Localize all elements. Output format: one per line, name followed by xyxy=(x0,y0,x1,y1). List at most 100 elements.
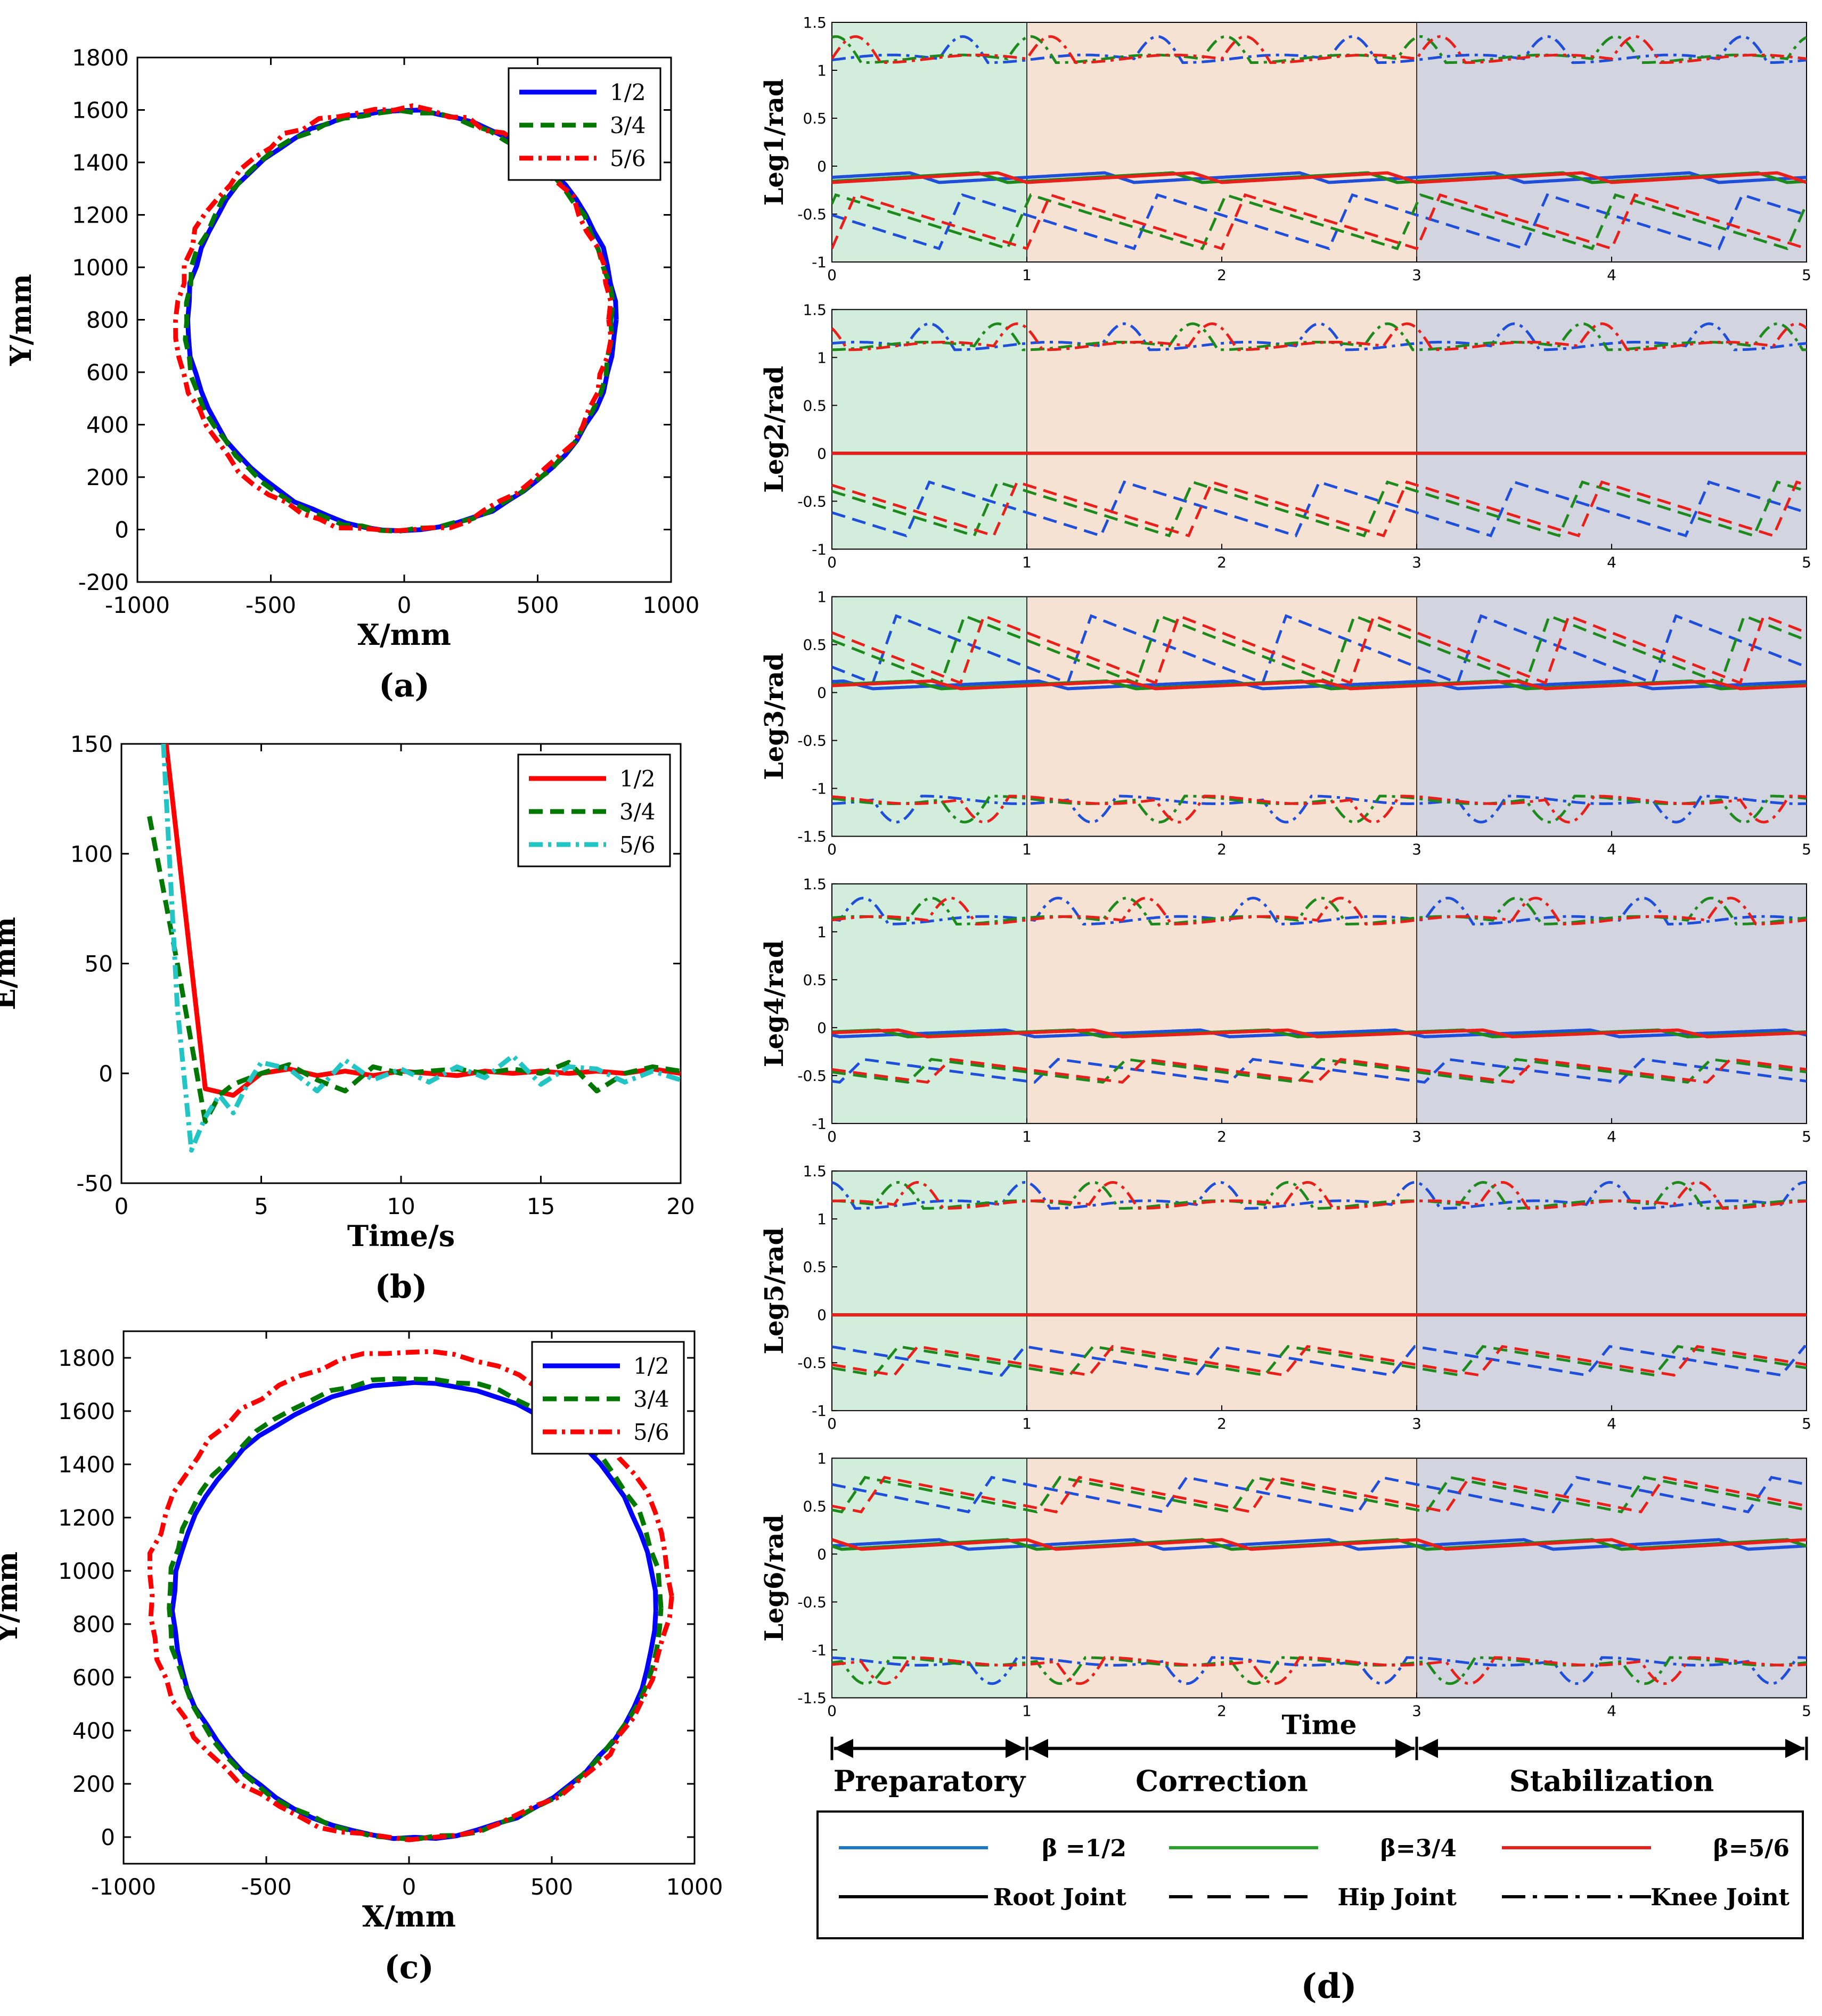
knee-line-1-2 xyxy=(832,1181,1807,1210)
hip-line-1-2 xyxy=(832,480,1807,538)
y-tick-label: -1 xyxy=(812,1115,827,1133)
knee-line-5-6 xyxy=(832,322,1807,351)
x-axis-label: Time/s xyxy=(347,1219,455,1253)
plot-area xyxy=(831,309,1807,550)
legend-label-joint: Knee Joint xyxy=(1651,1884,1790,1911)
phase-label: Correction xyxy=(1135,1764,1308,1798)
hip-line-1-2 xyxy=(832,1058,1807,1084)
hip-line-1-2 xyxy=(832,614,1807,685)
x-tick-label: 5 xyxy=(1802,1128,1811,1145)
x-tick-label: 1 xyxy=(1022,266,1032,284)
x-tick-label: 1 xyxy=(1022,1415,1032,1432)
hip-line-1-2 xyxy=(832,1476,1807,1514)
y-tick-label: 800 xyxy=(72,1611,115,1637)
phase-label: Preparatory xyxy=(834,1764,1026,1798)
knee-line-3-4 xyxy=(832,35,1807,64)
plot-area xyxy=(831,883,1807,1124)
y-tick-label: 1600 xyxy=(58,1398,115,1424)
x-tick-label: 0 xyxy=(827,841,837,858)
y-tick-label: -0.5 xyxy=(797,206,827,223)
plot-area xyxy=(831,1170,1807,1412)
panel-label: (b) xyxy=(375,1268,428,1306)
y-tick-label: 0.5 xyxy=(803,1258,827,1276)
x-tick-label: 1 xyxy=(1022,841,1032,858)
y-axis-label: E/mm xyxy=(0,917,22,1010)
hip-line-5-6 xyxy=(832,480,1807,538)
y-tick-label: 0 xyxy=(115,517,129,543)
y-tick-label: 1.5 xyxy=(803,301,827,318)
y-tick-label: 0.5 xyxy=(803,397,827,414)
plot-area xyxy=(831,596,1807,837)
leg-subplot: 0 1 2 3 4 5 -1 -0.5 0 0.5 1 1.5 Leg1/rad xyxy=(759,14,1811,284)
series-group xyxy=(832,322,1807,538)
y-axis-label: Leg3/rad xyxy=(759,653,789,780)
x-tick-label: 1 xyxy=(1022,1702,1032,1719)
x-tick-label: 3 xyxy=(1412,1702,1421,1719)
legend-label: 5/6 xyxy=(619,832,656,858)
x-tick-label: 4 xyxy=(1607,1128,1616,1145)
x-axis-label: X/mm xyxy=(362,1899,456,1933)
y-axis-label: Leg5/rad xyxy=(759,1227,789,1355)
knee-line-5-6 xyxy=(832,794,1807,824)
panel-label: (d) xyxy=(1301,1966,1357,2006)
y-tick-label: 0 xyxy=(817,684,827,702)
series-line-5-6 xyxy=(173,103,614,534)
x-tick-label: 4 xyxy=(1607,553,1616,571)
x-axis-label: X/mm xyxy=(357,618,451,652)
x-tick-label: 2 xyxy=(1217,841,1227,858)
root-line-1-2 xyxy=(832,1028,1807,1039)
y-tick-label: 1 xyxy=(817,923,827,941)
phase-band-preparatory xyxy=(832,309,1027,550)
x-tick-label: 500 xyxy=(530,1874,573,1900)
knee-line-3-4 xyxy=(832,1181,1807,1210)
x-tick-label: 3 xyxy=(1412,1128,1421,1145)
legend-label: 3/4 xyxy=(619,799,656,825)
x-tick-label: 5 xyxy=(254,1193,268,1219)
y-tick-label: 0 xyxy=(101,1824,115,1850)
x-tick-label: 15 xyxy=(527,1193,555,1219)
y-tick-label: -0.5 xyxy=(797,1354,827,1372)
y-tick-label: 600 xyxy=(86,359,129,386)
y-tick-label: -200 xyxy=(78,569,129,595)
root-line-5-6 xyxy=(832,679,1807,691)
x-tick-label: 5 xyxy=(1802,1415,1811,1432)
x-tick-label: 0 xyxy=(397,592,412,618)
hip-line-1-2 xyxy=(832,1345,1807,1377)
hip-line-3-4 xyxy=(832,1476,1807,1514)
hip-line-5-6 xyxy=(832,1476,1807,1514)
series-group xyxy=(832,614,1807,824)
knee-line-5-6 xyxy=(832,896,1807,925)
x-tick-label: 3 xyxy=(1412,266,1421,284)
y-tick-label: 50 xyxy=(85,951,113,977)
y-tick-label: 800 xyxy=(86,307,129,333)
series-line-3-4 xyxy=(183,108,616,534)
phase-label: Stabilization xyxy=(1509,1764,1714,1798)
y-tick-label: 0.5 xyxy=(803,636,827,654)
leg-subplot: 0 1 2 3 4 5 -1.5 -1 -0.5 0 0.5 1 Leg3/rad xyxy=(759,588,1811,858)
y-axis-label: Leg1/rad xyxy=(759,79,789,206)
legend-box xyxy=(531,1341,685,1455)
y-tick-label: 1 xyxy=(817,588,827,606)
legend-label-joint: Hip Joint xyxy=(1337,1884,1457,1911)
y-tick-label: 0 xyxy=(817,1306,827,1324)
x-tick-label: 5 xyxy=(1802,553,1811,571)
x-tick-label: 2 xyxy=(1217,1702,1227,1719)
x-tick-label: -500 xyxy=(241,1874,291,1900)
legend-label-beta: β =1/2 xyxy=(1042,1835,1126,1862)
x-tick-label: 0 xyxy=(827,1702,837,1719)
y-tick-label: 1000 xyxy=(72,255,129,281)
y-tick-label: 1 xyxy=(817,1449,827,1467)
x-tick-label: 1 xyxy=(1022,553,1032,571)
x-tick-label: 500 xyxy=(516,592,559,618)
y-tick-label: 150 xyxy=(70,731,113,757)
leg-subplot: 0 1 2 3 4 5 -1 -0.5 0 0.5 1 1.5 Leg4/rad xyxy=(759,875,1811,1145)
x-tick-label: 2 xyxy=(1217,266,1227,284)
hip-line-5-6 xyxy=(832,1058,1807,1084)
legend-label: 5/6 xyxy=(633,1419,669,1445)
root-line-5-6 xyxy=(832,1028,1807,1039)
knee-line-5-6 xyxy=(832,35,1807,64)
x-tick-label: 0 xyxy=(827,553,837,571)
knee-line-5-6 xyxy=(832,1656,1807,1685)
legend-label: 1/2 xyxy=(619,766,656,792)
